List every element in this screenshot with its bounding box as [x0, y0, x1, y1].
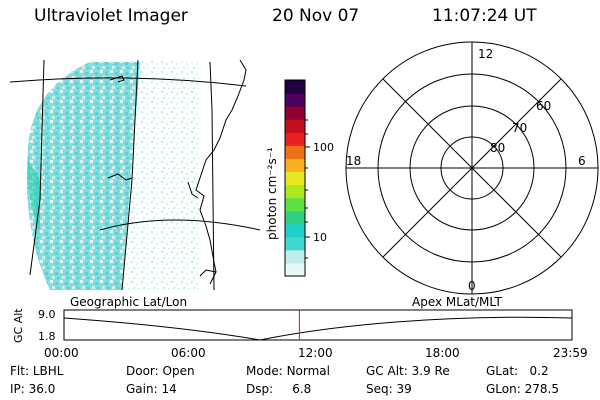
mlt-label-12: 12: [478, 47, 493, 61]
color-bar-band: [285, 236, 305, 251]
flt-label: Flt:: [10, 364, 29, 378]
x-tick-1200: 12:00: [298, 346, 333, 360]
y-tick-1_8: 1.8: [38, 330, 56, 343]
x-tick-1800: 18:00: [425, 346, 460, 360]
date-label: 20 Nov 07: [272, 6, 360, 26]
colorbar-tick-100: 100: [313, 141, 334, 154]
timeline-x-ticks: 00:00 06:00 12:00 18:00 23:59: [44, 346, 588, 360]
door-status: Door: Open: [126, 364, 195, 378]
flt-value: LBHL: [32, 364, 64, 378]
color-bar-band: [285, 145, 305, 159]
seq-value: 39: [396, 382, 412, 396]
color-scale-bar: [285, 80, 305, 277]
dsp-label: Dsp:: [246, 382, 274, 396]
color-bar-band: [285, 171, 305, 186]
gc-alt-axis-label: GC Alt: [12, 308, 25, 343]
ip-value: 36.0: [28, 382, 56, 396]
color-bar-band: [285, 249, 305, 264]
color-bar-band: [285, 158, 305, 172]
polar-labels: 12 18 6 0 60 70 80: [346, 47, 586, 293]
color-bar-band: [285, 210, 305, 225]
gain-value: 14: [161, 382, 177, 396]
mode-status: Mode: Normal: [246, 364, 330, 378]
glon-status: GLon: 278.5: [486, 382, 559, 396]
color-bar-band: [285, 93, 305, 107]
geographic-caption: Geographic Lat/Lon: [70, 295, 187, 309]
color-bar-band: [285, 197, 305, 212]
door-value: Open: [162, 364, 195, 378]
geographic-grid: [9, 59, 261, 291]
gc-alt-label: GC Alt:: [366, 364, 408, 378]
mlat-label-70: 70: [512, 121, 527, 135]
glat-value: 0.2: [529, 364, 549, 378]
flt-status: Flt: LBHL: [10, 364, 63, 378]
color-bar-frame: [284, 79, 306, 277]
gc-alt-status: GC Alt: 3.9 Re: [366, 364, 450, 378]
color-bar-band: [285, 223, 305, 238]
gc-alt-value: 3.9 Re: [411, 364, 450, 378]
mlt-label-18: 18: [346, 154, 361, 168]
colorbar-tick-10: 10: [313, 231, 327, 244]
mode-label: Mode:: [246, 364, 283, 378]
glon-label: GLon:: [486, 382, 521, 396]
gain-status: Gain: 14: [126, 382, 177, 396]
ip-status: IP: 36.0: [10, 382, 55, 396]
color-bar-band: [285, 106, 305, 120]
mlt-label-6: 6: [578, 154, 586, 168]
x-tick-0000: 00:00: [44, 346, 79, 360]
mlat-label-60: 60: [536, 99, 551, 113]
glat-status: GLat: 0.2: [486, 364, 549, 378]
globe-image: [26, 60, 200, 290]
altitude-curve: [63, 316, 573, 341]
x-tick-0600: 06:00: [171, 346, 206, 360]
dsp-value: 6.8: [292, 382, 312, 396]
color-bar-ticks: [305, 119, 310, 259]
instrument-title: Ultraviolet Imager: [34, 6, 188, 26]
x-tick-2359: 23:59: [553, 346, 588, 360]
color-bar-band: [285, 262, 305, 277]
gain-label: Gain:: [126, 382, 158, 396]
ip-label: IP:: [10, 382, 25, 396]
color-bar-band: [285, 80, 305, 94]
time-label: 11:07:24 UT: [432, 6, 537, 26]
mode-value: Normal: [286, 364, 330, 378]
seq-status: Seq: 39: [366, 382, 412, 396]
colorbar-unit-label: photon cm⁻²s⁻¹: [265, 147, 279, 240]
seq-label: Seq:: [366, 382, 393, 396]
apex-caption: Apex MLat/MLT: [412, 295, 502, 309]
mlt-label-0: 0: [468, 279, 476, 293]
dsp-status: Dsp: 6.8: [246, 382, 311, 396]
door-label: Door:: [126, 364, 159, 378]
polar-plot: [345, 41, 599, 295]
color-bar-band: [285, 119, 305, 133]
glat-label: GLat:: [486, 364, 519, 378]
timeline-frame: [63, 309, 573, 341]
glon-value: 278.5: [524, 382, 559, 396]
y-tick-9: 9.0: [38, 308, 56, 321]
color-bar-band: [285, 184, 305, 199]
color-bar-band: [285, 132, 305, 146]
mlat-label-80: 80: [490, 141, 505, 155]
